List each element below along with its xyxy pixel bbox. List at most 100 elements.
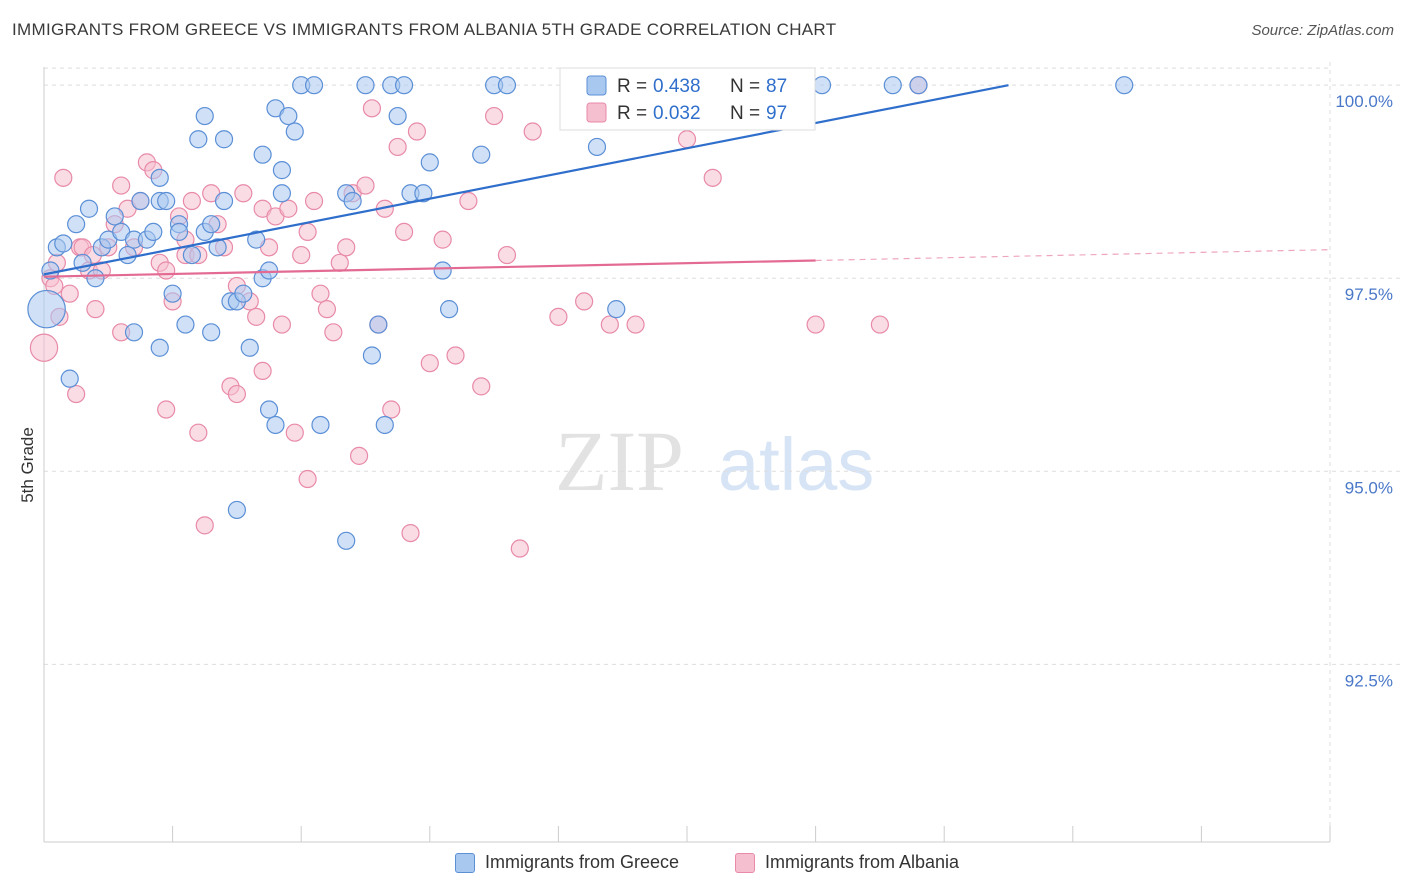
greece-point (214, 191, 234, 211)
greece-points (27, 76, 1134, 550)
greece-point (234, 284, 253, 303)
greece-point (67, 215, 86, 234)
albania-point (285, 423, 304, 442)
greece-point (195, 106, 214, 126)
albania-point (253, 361, 272, 381)
greece-point (86, 269, 105, 288)
albania-r-value: 0.032 (653, 103, 701, 124)
greece-point (163, 284, 182, 303)
albania-trend-extension (815, 249, 1331, 262)
albania-point (626, 315, 645, 334)
greece-point (472, 145, 491, 164)
greece-point (144, 222, 163, 242)
albania-point (388, 137, 407, 157)
albania-point (317, 300, 337, 319)
greece-point (189, 130, 208, 149)
legend-item-greece: Immigrants from Greece (455, 852, 679, 873)
greece-point (356, 76, 375, 95)
y-axis-label: 5th Grade (18, 427, 37, 503)
greece-point (439, 300, 459, 319)
albania-point (298, 469, 317, 489)
chart-title: IMMIGRANTS FROM GREECE VS IMMIGRANTS FRO… (12, 20, 837, 39)
greece-point (202, 323, 221, 342)
watermark-atlas: atlas (718, 423, 874, 506)
greece-point (27, 289, 66, 329)
y-tick-label: 92.5% (1345, 671, 1393, 690)
albania-point (247, 307, 266, 326)
albania-point (279, 199, 298, 218)
albania-point (806, 315, 825, 334)
albania-point (67, 384, 86, 404)
albania-point (54, 168, 73, 187)
albania-point (86, 300, 105, 319)
albania-point (420, 354, 439, 373)
albania-point (485, 106, 504, 126)
albania-point (356, 176, 375, 195)
albania-point (575, 292, 594, 311)
greece-point (420, 153, 439, 172)
greece-point (285, 122, 304, 141)
greece-point (909, 76, 928, 95)
albania-point (407, 122, 427, 141)
greece-point (343, 191, 362, 211)
greece-point (369, 315, 388, 334)
albania-point (60, 284, 79, 303)
albania-point (523, 122, 542, 141)
albania-point (272, 315, 292, 334)
greece-point (182, 245, 201, 265)
albania-point (292, 245, 311, 265)
greece-point (60, 369, 79, 388)
greece-point (240, 338, 259, 357)
albania-point (227, 384, 246, 404)
greece-point (118, 245, 137, 265)
series-legend: Immigrants from Greece Immigrants from A… (0, 852, 1406, 878)
greece-point (259, 400, 279, 419)
greece-point (259, 261, 279, 280)
greece-point (607, 300, 626, 319)
albania-point (337, 238, 356, 257)
greece-point (272, 184, 292, 203)
greece-point (176, 315, 195, 334)
albania-point (362, 99, 382, 118)
albania-point (600, 315, 619, 334)
albania-point (304, 191, 324, 211)
albania-point (112, 176, 131, 195)
greece-point (131, 191, 150, 211)
watermark: ZIP atlas (555, 413, 874, 509)
albania-point (472, 377, 491, 396)
greece-point (388, 106, 407, 126)
greece-r-value: 0.438 (653, 76, 701, 97)
albania-r-label: R = (617, 103, 647, 124)
albania-point (394, 222, 414, 242)
greece-point (337, 531, 356, 550)
albania-point (459, 191, 478, 211)
watermark-zip: ZIP (555, 413, 684, 509)
albania-n-value: 97 (766, 103, 787, 124)
greece-point (169, 222, 189, 242)
albania-point (157, 261, 176, 280)
greece-point (79, 199, 99, 218)
greece-point (247, 230, 266, 249)
greece-point (812, 76, 832, 95)
albania-point (446, 346, 465, 365)
albania-point (29, 333, 59, 362)
albania-point (510, 539, 529, 558)
y-tick-label: 100.0% (1335, 92, 1393, 111)
albania-point (298, 222, 317, 242)
greece-n-label: N = (730, 76, 760, 97)
albania-point (433, 230, 452, 249)
scatter-plot: ZIP atlas 92.5%95.0%97.5%100.0%0.0%10.0%… (18, 62, 1400, 843)
greece-point (266, 415, 285, 435)
greece-point (272, 161, 292, 180)
legend-label-albania: Immigrants from Albania (765, 852, 960, 872)
greece-point (150, 338, 169, 357)
albania-point (182, 191, 201, 211)
y-tick-label: 95.0% (1345, 478, 1393, 497)
greece-point (375, 415, 394, 435)
greece-point (587, 137, 607, 157)
legend-item-albania: Immigrants from Albania (735, 852, 959, 873)
greece-point (433, 261, 452, 280)
albania-point (497, 245, 517, 265)
greece-n-value: 87 (766, 76, 787, 97)
axes: 92.5%95.0%97.5%100.0%0.0%10.0% (43, 67, 1393, 843)
